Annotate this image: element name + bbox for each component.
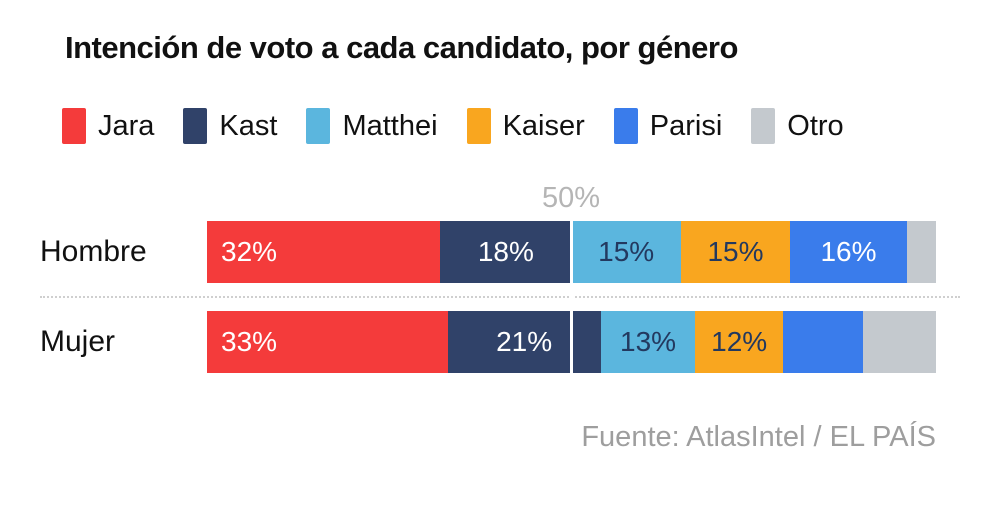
- bar-segment-kaiser: 15%: [680, 221, 791, 283]
- legend-label: Kast: [219, 109, 278, 142]
- legend-item-jara: Jara: [62, 108, 154, 144]
- bar-row-hombre: Hombre 32% 18% 15% 15% 16%: [40, 221, 936, 283]
- bar-segment-parisi: [782, 311, 864, 373]
- footer-source: Fuente: AtlasIntel / EL PAÍS: [581, 421, 936, 453]
- legend-item-matthei: Matthei: [306, 108, 438, 144]
- bar-segment-matthei: 15%: [571, 221, 681, 283]
- legend-label: Parisi: [649, 109, 723, 142]
- segment-value-label: 13%: [620, 326, 677, 357]
- bar-segment-matthei: 13%: [600, 311, 696, 373]
- legend-label: Jara: [98, 109, 155, 142]
- row-label-mujer: Mujer: [40, 325, 116, 358]
- segment-value-label: 32%: [221, 236, 278, 267]
- legend-item-parisi: Parisi: [613, 108, 723, 144]
- legend: Jara Kast Matthei Kaiser Parisi Otro: [62, 108, 960, 144]
- segment-value-label: 33%: [221, 326, 278, 357]
- legend-item-otro: Otro: [751, 108, 844, 144]
- legend-swatch-matthei: [306, 108, 331, 144]
- legend-swatch-parisi: [613, 108, 638, 144]
- bar-segment-jara: 33%: [207, 311, 448, 373]
- row-label-hombre: Hombre: [40, 235, 147, 268]
- segment-value-label: 18%: [477, 236, 534, 267]
- bar-segment-kaiser: 12%: [695, 311, 783, 373]
- legend-swatch-jara: [62, 108, 86, 144]
- dotted-separator: [40, 296, 960, 298]
- segment-value-label: 16%: [820, 236, 877, 267]
- segment-value-label: 15%: [598, 236, 655, 267]
- legend-label: Otro: [787, 109, 844, 142]
- segment-value-label: 15%: [707, 236, 764, 267]
- segment-value-label: 12%: [711, 326, 768, 357]
- legend-label: Kaiser: [502, 109, 585, 142]
- axis-row: 50%: [40, 175, 936, 221]
- segment-value-label: 21%: [496, 326, 553, 357]
- legend-item-kaiser: Kaiser: [466, 108, 585, 144]
- stacked-bar-chart: 50% Hombre 32% 18% 15% 15% 16% Mujer 33% 21% 1…: [40, 175, 960, 373]
- chart-title: Intención de voto a cada candidato, por …: [65, 30, 738, 65]
- bar-row-mujer: Mujer 33% 21% 13% 12%: [40, 311, 936, 373]
- legend-swatch-kaiser: [466, 108, 491, 144]
- bar-segment-kast: 18%: [440, 221, 572, 283]
- legend-swatch-kast: [183, 108, 208, 144]
- bar-mujer: 33% 21% 13% 12%: [207, 311, 936, 373]
- bar-segment-kast: 21%: [447, 311, 601, 373]
- bar-segment-parisi: 16%: [790, 221, 907, 283]
- legend-swatch-otro: [751, 108, 776, 144]
- bar-segment-jara: 32%: [207, 221, 441, 283]
- bar-segment-otro: [863, 311, 936, 373]
- gridline-50: [570, 221, 573, 373]
- bar-segment-otro: [906, 221, 936, 283]
- legend-label: Matthei: [342, 109, 438, 142]
- legend-item-kast: Kast: [183, 108, 277, 144]
- axis-label-50: 50%: [541, 182, 601, 214]
- bar-hombre: 32% 18% 15% 15% 16%: [207, 221, 936, 283]
